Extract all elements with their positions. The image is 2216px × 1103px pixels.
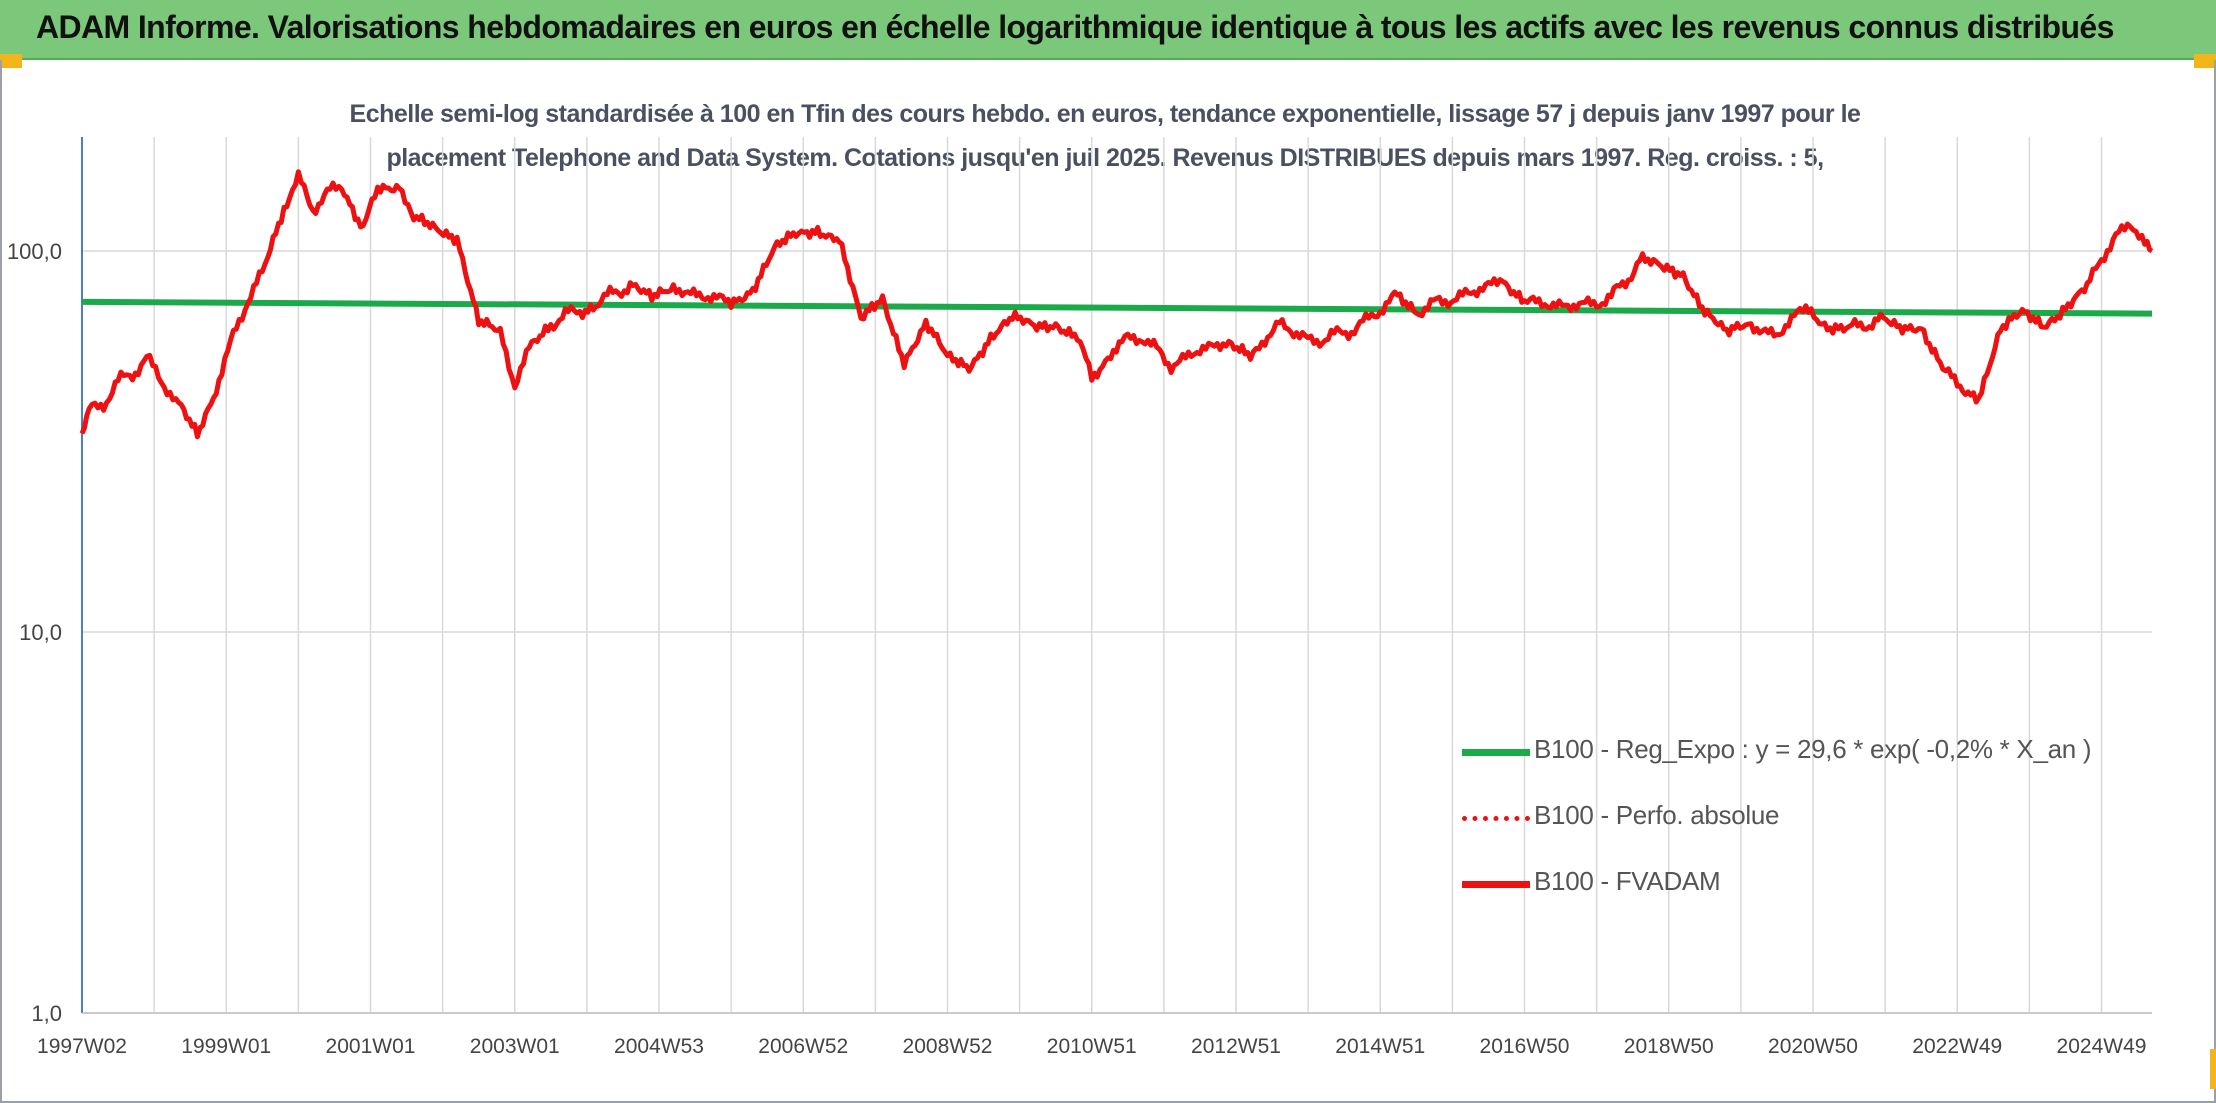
x-tick-label: 2018W50 <box>1624 1035 1714 1058</box>
series <box>79 169 2154 440</box>
y-tick-label: 10,0 <box>19 620 62 645</box>
x-tick-label: 2010W51 <box>1047 1035 1137 1058</box>
axes <box>81 137 2152 1014</box>
chart-title-line-1: Echelle semi-log standardisée à 100 en T… <box>349 100 1861 128</box>
legend-label-perf: B100 - Perfo. absolue <box>1534 800 1780 830</box>
legend-label-trend: B100 - Reg_Expo : y = 29,6 * exp( -0,2% … <box>1534 734 2092 764</box>
y-tick-label: 100,0 <box>7 239 62 264</box>
report-banner: ADAM Informe. Valorisations hebdomadaire… <box>0 0 2216 60</box>
legend-swatch-perf <box>1462 816 1530 821</box>
x-tick-label: 2012W51 <box>1191 1035 1281 1058</box>
y-tick-label: 1,0 <box>31 1001 62 1026</box>
chart-frame <box>0 60 2216 1103</box>
corner-marker-left <box>0 54 22 68</box>
x-tick-label: 2024W49 <box>2057 1035 2147 1058</box>
x-tick-label: 2022W49 <box>1912 1035 2002 1058</box>
x-tick-label: 2006W52 <box>758 1035 848 1058</box>
x-tick-label: 2016W50 <box>1480 1035 1570 1058</box>
x-tick-label: 2008W52 <box>903 1035 993 1058</box>
x-tick-label: 2003W01 <box>470 1035 560 1058</box>
legend-label-fvadam: B100 - FVADAM <box>1534 866 1721 896</box>
chart-title-line-2: placement Telephone and Data System. Cot… <box>386 144 1824 172</box>
legend-swatch-fvadam <box>1462 881 1530 888</box>
corner-marker-right <box>2194 54 2216 68</box>
x-tick-label: 1997W02 <box>37 1035 127 1058</box>
legend-swatch-trend <box>1462 749 1530 756</box>
x-tick-label: 2014W51 <box>1335 1035 1425 1058</box>
x-tick-label: 2001W01 <box>326 1035 416 1058</box>
corner-marker-bottom-right <box>2210 1049 2216 1089</box>
x-tick-label: 1999W01 <box>181 1035 271 1058</box>
x-tick-label: 2004W53 <box>614 1035 704 1058</box>
series-line-fvadam <box>79 169 2154 440</box>
series-line-trend <box>81 298 2153 317</box>
report-title: ADAM Informe. Valorisations hebdomadaire… <box>36 9 2114 45</box>
x-tick-label: 2020W50 <box>1768 1035 1858 1058</box>
tick-labels: 1,0 10,0 100,0 1997W02 1999W01 2001W01 2003W01… <box>7 239 2147 1058</box>
grid-lines <box>81 137 2152 1014</box>
